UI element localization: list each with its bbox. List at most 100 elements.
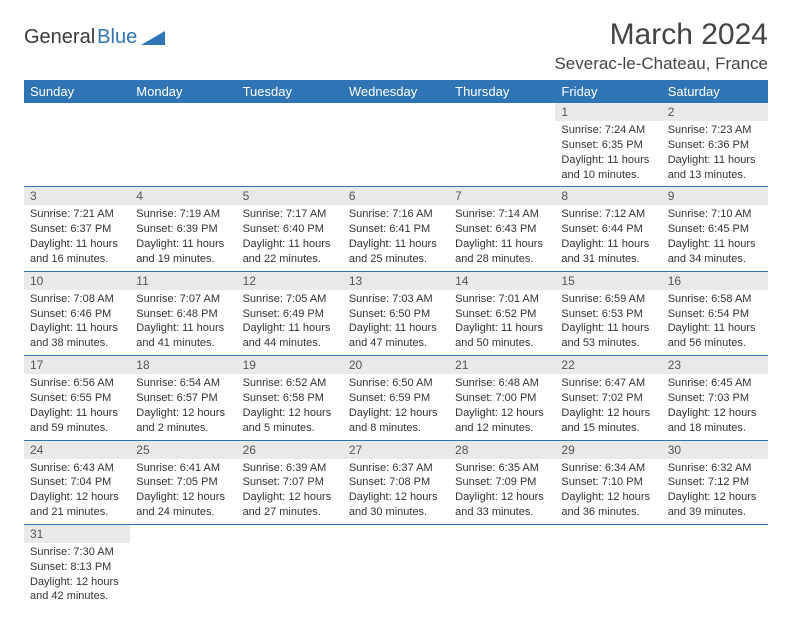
brand-logo: GeneralBlue <box>24 18 167 49</box>
calendar-cell: 17Sunrise: 6:56 AMSunset: 6:55 PMDayligh… <box>24 356 130 440</box>
day-number: 2 <box>662 103 768 121</box>
day-details: Sunrise: 6:34 AMSunset: 7:10 PMDaylight:… <box>555 459 661 524</box>
sunset-text: Sunset: 6:55 PM <box>30 391 124 406</box>
day-details: Sunrise: 6:37 AMSunset: 7:08 PMDaylight:… <box>343 459 449 524</box>
brand-part1: General <box>24 26 95 49</box>
sunrise-text: Sunrise: 6:58 AM <box>668 292 762 307</box>
sunrise-text: Sunrise: 7:23 AM <box>668 123 762 138</box>
day-number: 24 <box>24 441 130 459</box>
sunset-text: Sunset: 6:41 PM <box>349 222 443 237</box>
sunset-text: Sunset: 6:36 PM <box>668 138 762 153</box>
daylight-text: Daylight: 12 hours and 42 minutes. <box>30 575 124 605</box>
sunset-text: Sunset: 7:09 PM <box>455 475 549 490</box>
day-number: 12 <box>237 272 343 290</box>
daylight-text: Daylight: 11 hours and 22 minutes. <box>243 237 337 267</box>
daylight-text: Daylight: 12 hours and 15 minutes. <box>561 406 655 436</box>
sunset-text: Sunset: 7:03 PM <box>668 391 762 406</box>
sunrise-text: Sunrise: 7:16 AM <box>349 207 443 222</box>
sunrise-text: Sunrise: 7:24 AM <box>561 123 655 138</box>
calendar-cell <box>449 524 555 608</box>
daylight-text: Daylight: 11 hours and 19 minutes. <box>136 237 230 267</box>
daylight-text: Daylight: 11 hours and 50 minutes. <box>455 321 549 351</box>
daylight-text: Daylight: 11 hours and 31 minutes. <box>561 237 655 267</box>
sunrise-text: Sunrise: 6:45 AM <box>668 376 762 391</box>
daylight-text: Daylight: 11 hours and 59 minutes. <box>30 406 124 436</box>
sunset-text: Sunset: 7:04 PM <box>30 475 124 490</box>
sunrise-text: Sunrise: 7:12 AM <box>561 207 655 222</box>
day-details: Sunrise: 6:58 AMSunset: 6:54 PMDaylight:… <box>662 290 768 355</box>
day-header: Tuesday <box>237 80 343 103</box>
calendar-cell: 12Sunrise: 7:05 AMSunset: 6:49 PMDayligh… <box>237 271 343 355</box>
day-details: Sunrise: 7:21 AMSunset: 6:37 PMDaylight:… <box>24 205 130 270</box>
day-number: 14 <box>449 272 555 290</box>
calendar-cell: 3Sunrise: 7:21 AMSunset: 6:37 PMDaylight… <box>24 187 130 271</box>
day-details: Sunrise: 7:19 AMSunset: 6:39 PMDaylight:… <box>130 205 236 270</box>
daylight-text: Daylight: 11 hours and 38 minutes. <box>30 321 124 351</box>
day-details: Sunrise: 7:07 AMSunset: 6:48 PMDaylight:… <box>130 290 236 355</box>
daylight-text: Daylight: 11 hours and 44 minutes. <box>243 321 337 351</box>
sunset-text: Sunset: 7:02 PM <box>561 391 655 406</box>
day-number: 27 <box>343 441 449 459</box>
day-details: Sunrise: 6:45 AMSunset: 7:03 PMDaylight:… <box>662 374 768 439</box>
day-details: Sunrise: 6:54 AMSunset: 6:57 PMDaylight:… <box>130 374 236 439</box>
sunrise-text: Sunrise: 6:50 AM <box>349 376 443 391</box>
sunrise-text: Sunrise: 6:43 AM <box>30 461 124 476</box>
sunset-text: Sunset: 6:39 PM <box>136 222 230 237</box>
day-number: 16 <box>662 272 768 290</box>
daylight-text: Daylight: 11 hours and 13 minutes. <box>668 153 762 183</box>
calendar-week-row: 24 Sunrise: 6:43 AMSunset: 7:04 PM Dayligh… <box>24 440 768 524</box>
day-details: Sunrise: 7:03 AMSunset: 6:50 PMDaylight:… <box>343 290 449 355</box>
day-details: Sunrise: 7:01 AMSunset: 6:52 PMDaylight:… <box>449 290 555 355</box>
sunrise-text: Sunrise: 7:05 AM <box>243 292 337 307</box>
brand-part2: Blue <box>97 26 137 49</box>
day-header: Thursday <box>449 80 555 103</box>
sunset-text: Sunset: 7:08 PM <box>349 475 443 490</box>
calendar-cell <box>343 524 449 608</box>
day-number: 7 <box>449 187 555 205</box>
day-header: Sunday <box>24 80 130 103</box>
day-number: 20 <box>343 356 449 374</box>
sunrise-text: Sunrise: 6:59 AM <box>561 292 655 307</box>
daylight-text: Daylight: 12 hours and 5 minutes. <box>243 406 337 436</box>
day-header: Saturday <box>662 80 768 103</box>
day-number: 18 <box>130 356 236 374</box>
sunrise-text: Sunrise: 7:30 AM <box>30 545 124 560</box>
brand-triangle-icon <box>141 29 167 47</box>
day-header-row: Sunday Monday Tuesday Wednesday Thursday… <box>24 80 768 103</box>
day-number: 6 <box>343 187 449 205</box>
calendar-cell: 25Sunrise: 6:41 AMSunset: 7:05 PMDayligh… <box>130 440 236 524</box>
sunset-text: Sunset: 6:37 PM <box>30 222 124 237</box>
calendar-cell <box>555 524 661 608</box>
sunset-text: Sunset: 6:53 PM <box>561 307 655 322</box>
calendar-cell <box>449 103 555 187</box>
day-details: Sunrise: 6:41 AMSunset: 7:05 PMDaylight:… <box>130 459 236 524</box>
sunrise-text: Sunrise: 6:34 AM <box>561 461 655 476</box>
calendar-cell: 29Sunrise: 6:34 AMSunset: 7:10 PMDayligh… <box>555 440 661 524</box>
calendar-cell <box>237 103 343 187</box>
day-details: Sunrise: 7:16 AMSunset: 6:41 PMDaylight:… <box>343 205 449 270</box>
day-number: 15 <box>555 272 661 290</box>
calendar-cell: 9Sunrise: 7:10 AMSunset: 6:45 PMDaylight… <box>662 187 768 271</box>
day-number: 30 <box>662 441 768 459</box>
sunset-text: Sunset: 6:54 PM <box>668 307 762 322</box>
day-header: Monday <box>130 80 236 103</box>
calendar-cell <box>130 103 236 187</box>
daylight-text: Daylight: 12 hours and 27 minutes. <box>243 490 337 520</box>
day-number: 11 <box>130 272 236 290</box>
day-details: Sunrise: 7:30 AMSunset: 8:13 PMDaylight:… <box>24 543 130 608</box>
daylight-text: Daylight: 11 hours and 56 minutes. <box>668 321 762 351</box>
day-details: Sunrise: 7:12 AMSunset: 6:44 PMDaylight:… <box>555 205 661 270</box>
sunrise-text: Sunrise: 6:39 AM <box>243 461 337 476</box>
calendar-cell: 1Sunrise: 7:24 AMSunset: 6:35 PMDaylight… <box>555 103 661 187</box>
calendar-cell: 8Sunrise: 7:12 AMSunset: 6:44 PMDaylight… <box>555 187 661 271</box>
sunrise-text: Sunrise: 6:56 AM <box>30 376 124 391</box>
daylight-text: Daylight: 12 hours and 18 minutes. <box>668 406 762 436</box>
calendar-week-row: 10Sunrise: 7:08 AMSunset: 6:46 PMDayligh… <box>24 271 768 355</box>
calendar-cell: 22Sunrise: 6:47 AMSunset: 7:02 PMDayligh… <box>555 356 661 440</box>
calendar-cell: 18Sunrise: 6:54 AMSunset: 6:57 PMDayligh… <box>130 356 236 440</box>
sunset-text: Sunset: 6:44 PM <box>561 222 655 237</box>
day-number: 29 <box>555 441 661 459</box>
calendar-cell <box>662 524 768 608</box>
calendar-cell: 23Sunrise: 6:45 AMSunset: 7:03 PMDayligh… <box>662 356 768 440</box>
sunrise-text: Sunrise: 6:52 AM <box>243 376 337 391</box>
